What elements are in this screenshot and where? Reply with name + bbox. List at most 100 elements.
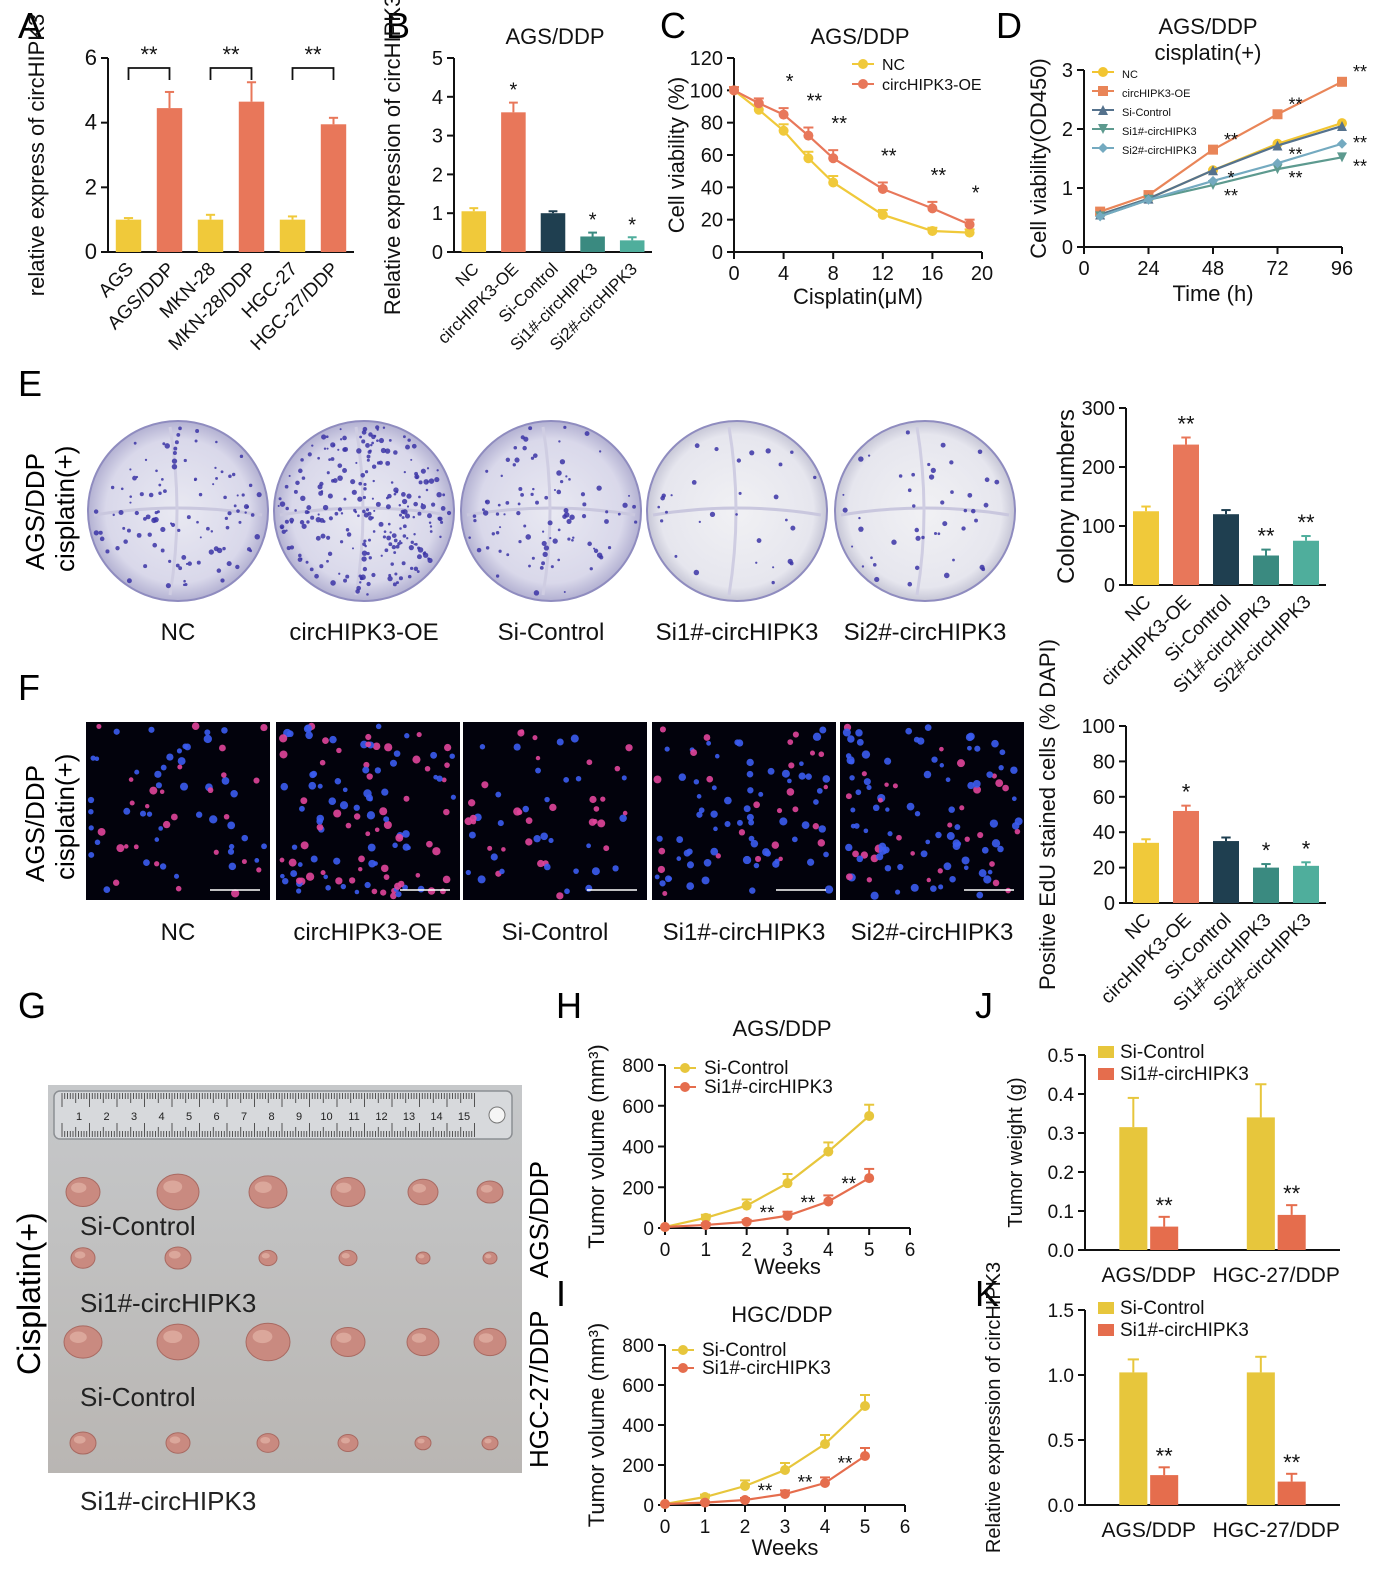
bar: [238, 101, 265, 253]
cell-nucleus: [444, 762, 450, 768]
data-point: [1337, 138, 1347, 149]
colony: [498, 526, 502, 529]
significance-label: **: [807, 91, 823, 113]
colony: [178, 426, 182, 431]
colony: [765, 448, 771, 454]
cell-nucleus: [850, 807, 856, 813]
cell-nucleus: [686, 848, 693, 855]
data-point: [820, 1439, 830, 1449]
y-tick-label: 2: [432, 164, 443, 186]
cell-nucleus: [686, 861, 695, 869]
colony: [289, 545, 295, 550]
cell-nucleus: [362, 766, 370, 774]
colony: [482, 510, 489, 516]
y-tick-label: 0: [643, 1219, 654, 1240]
significance-label: *: [786, 71, 794, 93]
colony: [382, 535, 386, 539]
data-point: [860, 1401, 870, 1411]
y-tick-label: 2: [85, 174, 97, 199]
tumor-highlight: [163, 1180, 183, 1194]
legend-label: Si2#-circHIPK3: [1122, 145, 1197, 157]
series-line: [1099, 124, 1343, 216]
colony: [198, 492, 203, 497]
ruler-number: 14: [430, 1111, 442, 1123]
colony: [408, 545, 414, 551]
y-tick-label: 0.1: [1048, 1202, 1074, 1223]
colony-dish: Si-Control: [460, 420, 642, 646]
y-tick-label: 200: [622, 1178, 654, 1199]
colony: [248, 483, 253, 488]
colony: [491, 532, 495, 536]
cell-nucleus: [299, 805, 305, 812]
colony: [372, 479, 375, 483]
colony: [485, 546, 490, 550]
colony: [185, 562, 189, 566]
cell-nucleus: [389, 759, 397, 767]
colony: [300, 458, 304, 462]
colony: [163, 489, 167, 494]
colony: [300, 495, 306, 502]
colony: [593, 547, 596, 550]
colony: [539, 565, 544, 570]
cell-nucleus: [123, 807, 131, 815]
x-tick-label: 1: [700, 1517, 711, 1538]
colony: [437, 516, 443, 522]
significance-label: **: [801, 1193, 816, 1214]
tumor-highlight: [484, 1438, 492, 1444]
cell-nucleus: [586, 759, 593, 766]
bar: [1253, 867, 1279, 903]
colony: [351, 489, 357, 495]
cell-nucleus: [154, 837, 160, 842]
cell-nucleus: [749, 887, 756, 894]
x-tick-label: AGS/DDP: [1101, 1264, 1196, 1287]
colony: [842, 507, 848, 513]
ruler-number: 5: [186, 1111, 192, 1123]
panel-label-e: E: [18, 363, 42, 404]
colony: [337, 475, 343, 481]
cell-nucleus: [855, 729, 863, 737]
cell-nucleus: [1014, 828, 1021, 835]
cell-nucleus: [852, 850, 859, 858]
colony: [403, 470, 406, 474]
significance-label: **: [758, 1481, 773, 1502]
colony: [152, 542, 158, 548]
colony: [129, 468, 132, 471]
cell-nucleus: [885, 807, 890, 812]
cell-nucleus: [241, 859, 247, 865]
cell-nucleus: [818, 751, 825, 758]
cell-nucleus: [884, 864, 892, 872]
cell-nucleus: [846, 756, 855, 765]
ruler-number: 7: [241, 1111, 247, 1123]
colony: [790, 525, 796, 531]
image-label: Si1#-circHIPK3: [663, 919, 826, 946]
y-axis-label: Relative expression of circHIPK3: [983, 1262, 1005, 1553]
image-label: NC: [161, 919, 196, 946]
tumor-highlight: [252, 1329, 273, 1344]
cell-nucleus: [876, 853, 884, 861]
colony: [571, 538, 574, 542]
significance-label: **: [1353, 156, 1367, 176]
colony: [552, 538, 558, 544]
cell-nucleus: [154, 861, 160, 867]
x-tick-label: 4: [778, 263, 789, 285]
legend-swatch: [1098, 1324, 1114, 1336]
cell-nucleus: [653, 775, 662, 784]
colony: [385, 460, 391, 466]
cell-nucleus: [991, 739, 999, 748]
cell-nucleus: [342, 787, 348, 793]
colony: [596, 485, 602, 491]
cell-nucleus: [585, 884, 593, 892]
tumor-photo: 1 2 3 4 5 6 7 8 9 10 11 12 13 14 15 Si-Control Si1#-ci…: [48, 1085, 522, 1516]
cell-nucleus: [402, 843, 410, 851]
cell-nucleus: [333, 809, 342, 818]
chart-title: AGS/DDP: [505, 24, 604, 49]
tumor: [256, 1433, 280, 1453]
tumor: [406, 1327, 440, 1357]
cell-nucleus: [698, 807, 705, 814]
cell-nucleus: [149, 786, 158, 795]
colony: [250, 513, 255, 517]
panel-label-k: K: [975, 1273, 999, 1314]
cell-nucleus: [563, 777, 570, 783]
cell-nucleus: [177, 764, 183, 770]
colony: [339, 428, 342, 431]
